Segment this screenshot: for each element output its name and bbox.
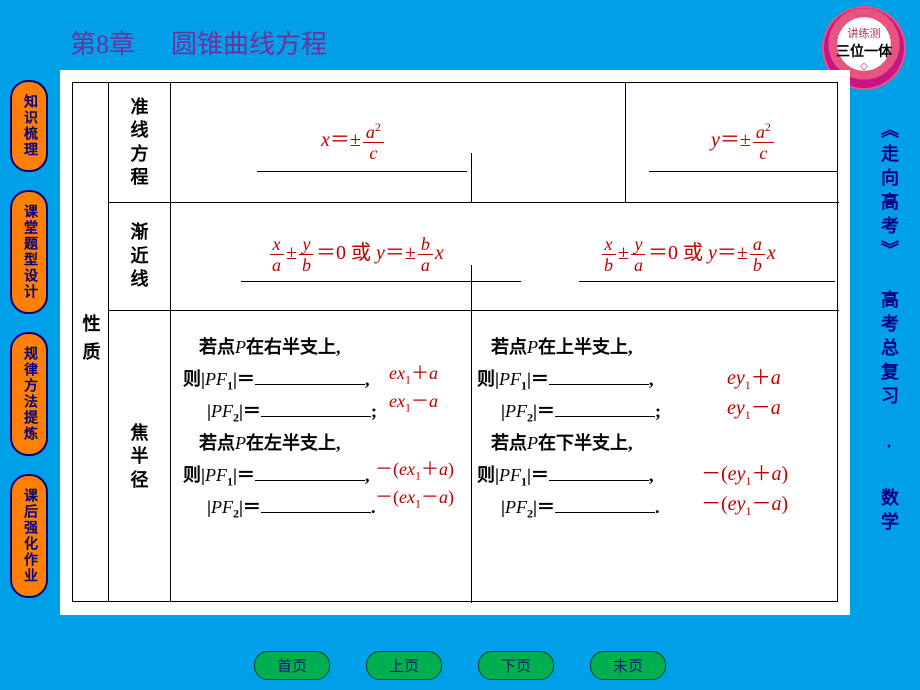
focal-right-pf2b: |PF2|＝. [501, 493, 659, 522]
row1-cells: x＝±a2c y＝±a2c [171, 83, 839, 203]
ans-ey1-plus-a: ey1＋a [727, 361, 781, 393]
ans-neg-ey1-minus-a: －(ey1－a) [701, 487, 788, 519]
ans-neg-ey1-plus-a: －(ey1＋a) [701, 457, 788, 489]
nav-homework[interactable]: 课后强化作业 [10, 474, 48, 598]
bottom-nav: 首页 上页 下页 末页 [0, 651, 920, 680]
badge-deco: ◇ [860, 61, 868, 72]
nav-methods[interactable]: 规律方法提炼 [10, 332, 48, 456]
chapter-name: 圆锥曲线方程 [171, 30, 327, 59]
blank-underline [257, 171, 467, 172]
asymptote-eq-2: xb±ya＝0 或 y＝±abx [599, 235, 776, 274]
series-title-vertical: 《走向高考》 高考总复习 · 数学 [878, 120, 902, 536]
content-area: x＝±a2c y＝±a2c xa±yb＝0 或 y＝±bax xb±ya＝0 或… [171, 83, 839, 601]
focal-left-pf2: |PF2|＝; [207, 397, 377, 426]
chapter-title: 第8章 圆锥曲线方程 [70, 24, 327, 61]
badge-line2: 三位一体 [836, 41, 892, 61]
focal-left-pf1b: 则|PF1|＝, [183, 461, 369, 490]
nav-class-design[interactable]: 课堂题型设计 [10, 190, 48, 314]
blank-underline [241, 281, 521, 282]
nav-last-page[interactable]: 末页 [590, 651, 666, 680]
row2-cells: xa±yb＝0 或 y＝±bax xb±ya＝0 或 y＝±abx [171, 203, 839, 311]
badge-line1: 讲练测 [848, 25, 881, 41]
asymptote-eq-1: xa±yb＝0 或 y＝±bax [267, 235, 444, 274]
category-label: 性质 [78, 314, 104, 370]
nav-knowledge[interactable]: 知识梳理 [10, 80, 48, 172]
ans-ex1-minus-a: ex1－a [389, 387, 438, 416]
nav-prev-page[interactable]: 上页 [366, 651, 442, 680]
row3-label: 焦半径 [109, 311, 170, 603]
focal-right-pf1b: 则|PF1|＝, [477, 461, 653, 490]
left-nav: 知识梳理 课堂题型设计 规律方法提炼 课后强化作业 [10, 80, 50, 598]
ans-neg-ex1-minus-a: －(ex1－a) [375, 483, 454, 512]
row3-cells: 若点P在右半支上, 则|PF1|＝, |PF2|＝; 若点P在左半支上, 则|P… [171, 311, 839, 603]
focal-right-pf2: |PF2|＝; [501, 397, 661, 426]
focal-left-pf1: 则|PF1|＝, [183, 365, 369, 394]
directrix-eq-x: x＝±a2c [321, 121, 386, 162]
focal-right-cond2: 若点P在下半支上, [491, 429, 633, 455]
ans-neg-ex1-plus-a: －(ex1＋a) [375, 455, 454, 484]
row-labels-column: 准线方程 渐近线 焦半径 [109, 83, 171, 601]
chapter-num: 第8章 [70, 30, 135, 59]
focal-right-cond1: 若点P在上半支上, [491, 333, 633, 359]
category-column: 性质 [73, 83, 109, 601]
blank-underline [649, 171, 837, 172]
properties-table: 性质 准线方程 渐近线 焦半径 x＝±a2c y＝±a2c [72, 82, 838, 602]
ans-ey1-minus-a: ey1－a [727, 391, 781, 423]
nav-next-page[interactable]: 下页 [478, 651, 554, 680]
directrix-eq-y: y＝±a2c [711, 121, 776, 162]
nav-first-page[interactable]: 首页 [254, 651, 330, 680]
focal-left-cond2: 若点P在左半支上, [199, 429, 341, 455]
focal-right-pf1: 则|PF1|＝, [477, 365, 653, 394]
ans-ex1-plus-a: ex1＋a [389, 359, 438, 388]
row2-label: 渐近线 [109, 203, 170, 310]
row1-label: 准线方程 [109, 83, 170, 202]
focal-left-pf2b: |PF2|＝. [207, 493, 375, 522]
content-panel: 性质 准线方程 渐近线 焦半径 x＝±a2c y＝±a2c [60, 70, 850, 615]
focal-left-cond1: 若点P在右半支上, [199, 333, 341, 359]
blank-underline [579, 281, 835, 282]
